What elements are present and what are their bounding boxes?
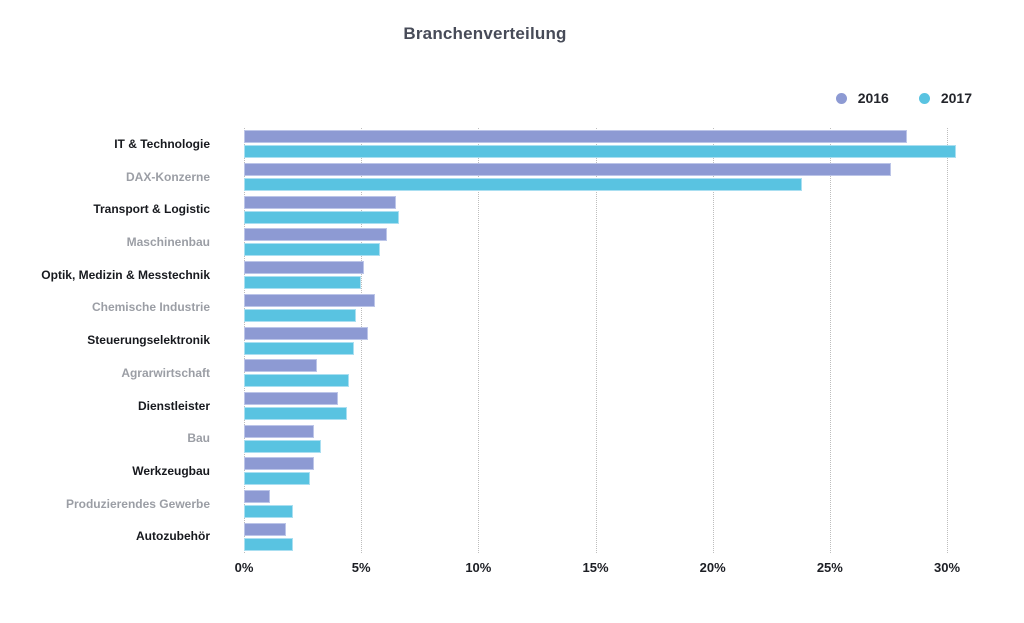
bar-2016 <box>244 457 315 471</box>
bar-2016 <box>244 130 908 144</box>
legend-item-2016[interactable]: 2016 <box>835 90 889 106</box>
chart-row <box>244 130 957 159</box>
legend-dot-2017-icon <box>918 92 930 104</box>
bar-2017 <box>244 374 350 388</box>
x-tick-label: 20% <box>699 560 726 575</box>
legend-item-2017[interactable]: 2017 <box>918 90 972 106</box>
chart-row <box>244 522 294 551</box>
bar-2017 <box>244 472 310 486</box>
category-label: Werkzeugbau <box>132 463 210 478</box>
x-tick-label: 15% <box>582 560 609 575</box>
category-label: Optik, Medizin & Messtechnik <box>41 267 210 282</box>
x-tick-label: 30% <box>933 560 961 575</box>
chart-row <box>244 261 364 290</box>
bar-2016 <box>244 261 364 275</box>
chart-row <box>244 195 399 224</box>
bar-2017 <box>244 341 355 355</box>
legend-dot-2016-icon <box>835 92 847 104</box>
x-tick-label: 5% <box>351 560 371 575</box>
category-label: Transport & Logistic <box>93 202 210 217</box>
bar-2016 <box>244 522 287 536</box>
category-labels: IT & Technologie DAX-Konzerne Transport & … <box>0 128 210 553</box>
bar-2017 <box>244 308 357 322</box>
category-label: Agrarwirtschaft <box>121 365 210 380</box>
gridline-20 <box>712 128 714 553</box>
bar-2017 <box>244 276 362 290</box>
bar-2017 <box>244 243 380 257</box>
chart-row <box>244 424 322 453</box>
bar-2017 <box>244 145 957 159</box>
bar-2016 <box>244 424 315 438</box>
chart-row <box>244 457 315 486</box>
bar-2016 <box>244 293 376 307</box>
chart-row <box>244 163 891 192</box>
chart-row <box>244 489 294 518</box>
gridline-5 <box>361 128 363 553</box>
category-label: Bau <box>187 431 210 446</box>
bar-2017 <box>244 439 322 453</box>
legend-label-2016: 2016 <box>857 90 889 106</box>
gridline-30 <box>947 128 948 553</box>
chart-legend: 2016 2017 <box>835 90 972 106</box>
bar-2016 <box>244 326 369 340</box>
chart-row <box>244 326 369 355</box>
bar-2016 <box>244 228 387 242</box>
chart-row <box>244 293 376 322</box>
bar-2016 <box>244 391 338 405</box>
bar-2017 <box>244 406 348 420</box>
category-label: Produzierendes Gewerbe <box>65 496 210 511</box>
bar-2016 <box>244 489 270 503</box>
category-label: IT & Technologie <box>114 137 210 151</box>
category-label: Maschinenbau <box>126 235 210 250</box>
category-label: Autozubehör <box>136 529 210 544</box>
gridline-10 <box>478 128 480 553</box>
gridline-0 <box>244 128 245 553</box>
x-tick-label: 10% <box>465 560 492 575</box>
bar-2017 <box>244 504 294 518</box>
bar-2017 <box>244 537 294 551</box>
bar-2017 <box>244 178 802 192</box>
bar-2016 <box>244 359 317 373</box>
chart-row <box>244 228 387 257</box>
x-tick-label: 0% <box>234 560 254 575</box>
legend-label-2017: 2017 <box>940 90 972 106</box>
gridline-25 <box>829 128 831 553</box>
chart-row <box>244 359 350 388</box>
category-label: Chemische Industrie <box>91 300 210 315</box>
gridline-15 <box>595 128 597 553</box>
bar-2016 <box>244 163 891 177</box>
category-label: DAX-Konzerne <box>125 169 210 184</box>
bar-2017 <box>244 210 399 224</box>
x-tick-label: 25% <box>816 560 843 575</box>
bar-2016 <box>244 195 397 209</box>
chart-title: Branchenverteilung <box>403 24 567 43</box>
x-axis: 0% 5% 10% 15% 20% 25% 30% <box>235 560 985 580</box>
category-label: Dienstleister <box>137 398 210 413</box>
plot-area <box>244 128 985 553</box>
category-label: Steuerungselektronik <box>87 333 210 348</box>
chart-row <box>244 391 348 420</box>
